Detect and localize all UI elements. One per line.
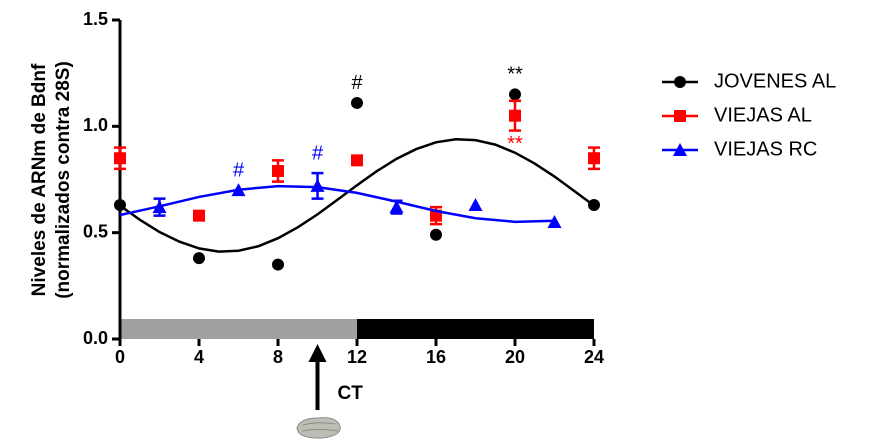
arrow-head	[309, 344, 327, 362]
legend-label: VIEJAS RC	[714, 138, 817, 160]
point	[588, 199, 600, 211]
point	[272, 165, 284, 177]
y-label: (normalizados contra 28S)	[53, 61, 74, 299]
x-tick-label: 20	[505, 347, 525, 367]
point	[311, 179, 325, 192]
legend-marker	[674, 110, 686, 122]
point	[114, 199, 126, 211]
point	[430, 229, 442, 241]
y-tick-label: 1.5	[83, 9, 108, 29]
point	[469, 198, 483, 211]
light-dark-bar	[120, 319, 357, 339]
legend-label: JOVENES AL	[714, 70, 836, 92]
annotation: **	[507, 133, 523, 155]
pellet	[297, 418, 340, 438]
x-tick-label: 16	[426, 347, 446, 367]
fit-curve	[120, 186, 555, 222]
point	[509, 110, 521, 122]
point	[351, 154, 363, 166]
y-tick-label: 0.0	[83, 328, 108, 348]
legend-marker	[674, 76, 686, 88]
x-tick-label: 12	[347, 347, 367, 367]
chart: Niveles de ARNm de Bdnf (normalizados co…	[0, 0, 874, 439]
point	[509, 88, 521, 100]
annotation: #	[233, 159, 245, 181]
annotation: **	[507, 64, 523, 86]
point	[193, 252, 205, 264]
x-tick-label: 8	[273, 347, 283, 367]
light-dark-bar	[357, 319, 594, 339]
x-tick-label: 24	[584, 347, 604, 367]
point	[193, 210, 205, 222]
legend-label: VIEJAS AL	[714, 104, 812, 126]
point	[351, 97, 363, 109]
y-tick-label: 0.5	[83, 221, 108, 241]
page: Niveles de ARNm de Bdnf (normalizados co…	[0, 0, 874, 444]
annotation: #	[312, 142, 324, 164]
point	[272, 259, 284, 271]
x-tick-label: 4	[194, 347, 204, 367]
y-tick-label: 1.0	[83, 115, 108, 135]
annotation: #	[351, 72, 363, 94]
y-label: Niveles de ARNm de Bdnf	[29, 63, 50, 296]
point	[588, 152, 600, 164]
point	[114, 152, 126, 164]
arrow-label: CT	[338, 383, 364, 404]
x-tick-label: 0	[115, 347, 125, 367]
